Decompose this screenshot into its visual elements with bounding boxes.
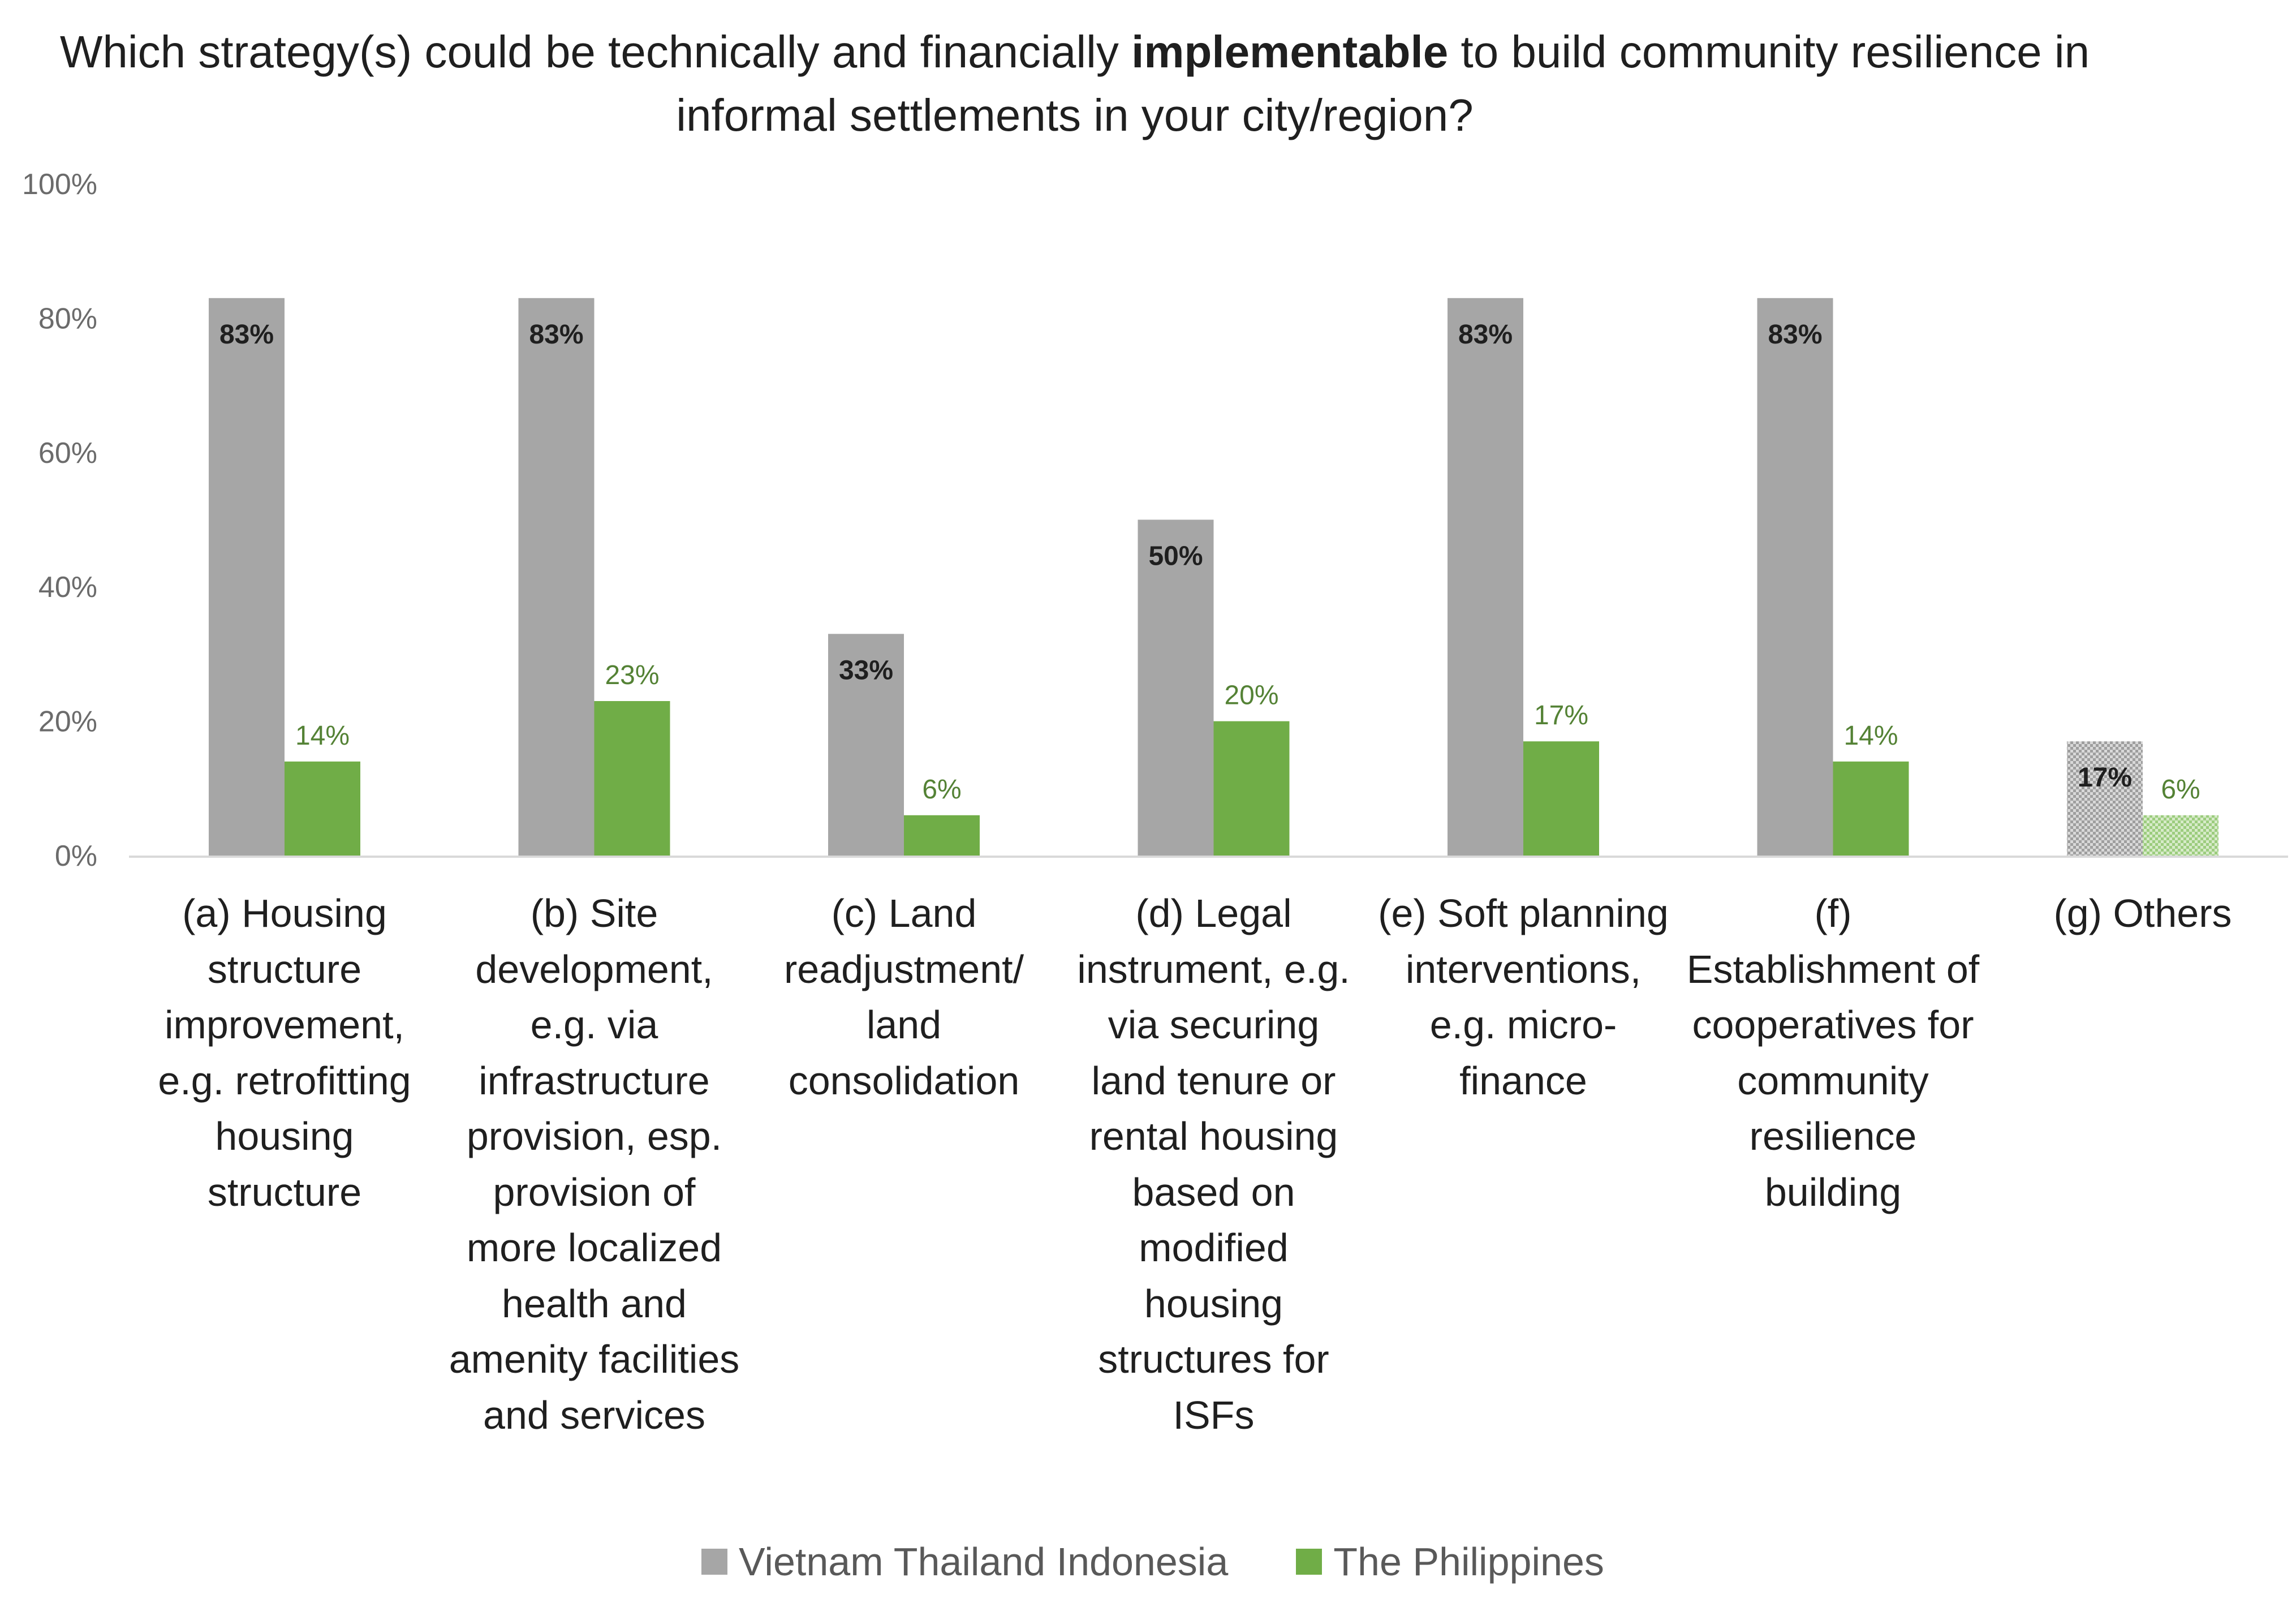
bar-the-philippines bbox=[904, 815, 980, 856]
data-label: 83% bbox=[529, 320, 583, 350]
bar-the-philippines bbox=[2143, 815, 2219, 856]
legend-swatch bbox=[701, 1549, 727, 1575]
data-label: 33% bbox=[839, 655, 893, 685]
chart-title: Which strategy(s) could be technically a… bbox=[0, 20, 2149, 147]
bar-vietnam-thailand-indonesia bbox=[828, 634, 904, 856]
bar-vietnam-thailand-indonesia bbox=[2067, 741, 2143, 856]
x-tick-label: (g) Others bbox=[2053, 891, 2232, 935]
legend-item-the-philippines: The Philippines bbox=[1296, 1539, 1604, 1584]
data-label: 20% bbox=[1224, 681, 1278, 711]
y-tick-label: 100% bbox=[22, 168, 97, 201]
data-label: 17% bbox=[2078, 763, 2132, 793]
y-tick-label: 60% bbox=[38, 437, 97, 470]
x-tick-label: (e) Soft planning interventions, e.g. mi… bbox=[1378, 891, 1669, 1103]
bar-labels: 83% 14% 83% 23% 33% 6% 50% 20% 83% 17% 83% 14% 17% 6% bbox=[219, 320, 2200, 805]
data-label: 6% bbox=[922, 775, 961, 805]
bar-the-philippines bbox=[1833, 761, 1909, 856]
legend-item-vietnam-thailand-indonesia: Vietnam Thailand Indonesia bbox=[701, 1539, 1228, 1584]
bar-vietnam-thailand-indonesia bbox=[518, 298, 595, 856]
bars bbox=[209, 298, 2219, 856]
x-tick-label: (f) Establishment of cooperatives for co… bbox=[1686, 891, 1980, 1214]
bar-vietnam-thailand-indonesia bbox=[1138, 519, 1214, 856]
y-tick-label: 40% bbox=[38, 571, 97, 604]
bar-vietnam-thailand-indonesia bbox=[1757, 298, 1833, 856]
data-label: 83% bbox=[1768, 320, 1822, 350]
bar-vietnam-thailand-indonesia bbox=[209, 298, 285, 856]
bar-the-philippines bbox=[1213, 721, 1290, 856]
data-label: 83% bbox=[219, 320, 274, 350]
y-tick-label: 0% bbox=[55, 840, 97, 873]
chart-title-part: to build community resilience in informa… bbox=[676, 27, 2090, 140]
x-tick-label: (c) Land readjustment/ land consolidatio… bbox=[783, 891, 1024, 1103]
bar-the-philippines bbox=[594, 700, 670, 856]
bar-vietnam-thailand-indonesia bbox=[1448, 298, 1523, 856]
legend-label: The Philippines bbox=[1333, 1540, 1604, 1584]
legend: Vietnam Thailand Indonesia The Philippin… bbox=[701, 1533, 1672, 1590]
data-label: 23% bbox=[605, 660, 659, 690]
data-label: 6% bbox=[2161, 775, 2200, 805]
x-tick-label: (b) Site development, e.g. via infrastru… bbox=[449, 891, 740, 1437]
legend-swatch bbox=[1296, 1549, 1323, 1575]
y-tick-label: 20% bbox=[38, 706, 97, 738]
legend-label: Vietnam Thailand Indonesia bbox=[739, 1540, 1229, 1584]
x-tick-label: (a) Housing structure improvement, e.g. … bbox=[158, 891, 411, 1214]
chart-title-emphasis: implementable bbox=[1131, 27, 1449, 77]
data-label: 17% bbox=[1534, 700, 1588, 730]
data-label: 14% bbox=[1843, 721, 1898, 751]
data-label: 14% bbox=[295, 721, 350, 751]
x-tick-label: (d) Legal instrument, e.g. via securing … bbox=[1077, 891, 1350, 1437]
chart-title-part: Which strategy(s) could be technically a… bbox=[59, 27, 1132, 77]
bar-the-philippines bbox=[285, 761, 360, 856]
y-axis: 0% 20% 40% 60% 80% 100% bbox=[22, 168, 97, 873]
y-tick-label: 80% bbox=[38, 302, 97, 335]
data-label: 83% bbox=[1458, 320, 1513, 350]
bar-the-philippines bbox=[1523, 741, 1599, 856]
data-label: 50% bbox=[1148, 542, 1203, 571]
